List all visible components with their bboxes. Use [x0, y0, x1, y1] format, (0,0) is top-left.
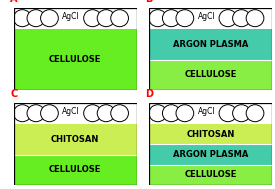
Circle shape	[111, 10, 128, 27]
Bar	[14, 155, 137, 185]
Bar	[149, 29, 272, 60]
Bar	[14, 103, 137, 124]
Circle shape	[176, 10, 194, 27]
Circle shape	[246, 10, 264, 27]
Text: ARGON PLASMA: ARGON PLASMA	[173, 150, 248, 159]
Text: A: A	[10, 0, 18, 4]
Bar	[149, 165, 272, 185]
Circle shape	[97, 10, 115, 27]
Circle shape	[13, 10, 31, 27]
Circle shape	[27, 105, 45, 122]
Text: C: C	[10, 89, 17, 99]
Circle shape	[111, 105, 128, 122]
Text: CELLULOSE: CELLULOSE	[185, 170, 237, 180]
Text: CHITOSAN: CHITOSAN	[186, 129, 235, 139]
Circle shape	[246, 105, 264, 122]
Circle shape	[163, 105, 180, 122]
Circle shape	[41, 10, 58, 27]
Bar	[149, 144, 272, 165]
Circle shape	[84, 10, 101, 27]
Bar	[149, 60, 272, 90]
Circle shape	[13, 105, 31, 122]
Circle shape	[27, 10, 45, 27]
Circle shape	[41, 105, 58, 122]
Text: CELLULOSE: CELLULOSE	[49, 165, 101, 174]
Circle shape	[219, 105, 237, 122]
Text: CELLULOSE: CELLULOSE	[49, 55, 101, 64]
Text: CELLULOSE: CELLULOSE	[185, 70, 237, 79]
Bar	[14, 124, 137, 155]
Circle shape	[149, 10, 167, 27]
Circle shape	[84, 105, 101, 122]
Text: AgCl: AgCl	[62, 107, 80, 116]
Circle shape	[97, 105, 115, 122]
Circle shape	[176, 105, 194, 122]
Bar	[149, 8, 272, 29]
Text: ARGON PLASMA: ARGON PLASMA	[173, 40, 248, 49]
Text: D: D	[145, 89, 153, 99]
Circle shape	[219, 10, 237, 27]
Circle shape	[149, 105, 167, 122]
Text: CHITOSAN: CHITOSAN	[51, 135, 100, 144]
Bar	[14, 8, 137, 29]
Circle shape	[163, 10, 180, 27]
Bar	[149, 124, 272, 144]
Circle shape	[233, 105, 250, 122]
Text: B: B	[145, 0, 153, 4]
Bar	[14, 29, 137, 90]
Circle shape	[233, 10, 250, 27]
Text: AgCl: AgCl	[197, 12, 215, 21]
Text: AgCl: AgCl	[62, 12, 80, 21]
Bar	[149, 103, 272, 124]
Text: AgCl: AgCl	[197, 107, 215, 116]
